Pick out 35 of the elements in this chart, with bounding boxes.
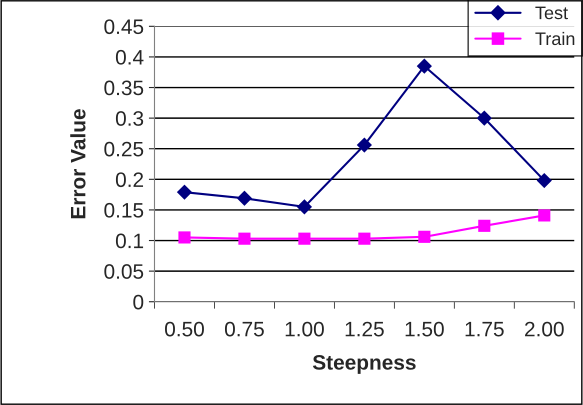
x-tick-label: 0.50 bbox=[165, 322, 204, 336]
point bbox=[298, 232, 310, 245]
x-tick-label: 1.50 bbox=[406, 322, 444, 336]
x-axis-title: Steepness bbox=[312, 355, 416, 374]
point bbox=[538, 209, 550, 222]
y-tick-label: 0.1 bbox=[116, 234, 144, 248]
x-tick-label: 0.75 bbox=[224, 322, 264, 336]
y-tick-label: 0.2 bbox=[116, 172, 144, 188]
point bbox=[356, 138, 372, 152]
y-tick-label: 0 bbox=[133, 294, 144, 310]
point bbox=[238, 232, 251, 245]
y-tick-label: 0.4 bbox=[116, 50, 144, 65]
y-tick-label: 0.45 bbox=[104, 19, 144, 34]
point bbox=[297, 199, 312, 214]
point bbox=[536, 173, 552, 188]
x-tick-label: 1.00 bbox=[286, 322, 324, 336]
point bbox=[478, 220, 490, 232]
x-tick-label: 1.75 bbox=[466, 322, 504, 336]
y-axis-title: Error Value bbox=[70, 109, 86, 218]
y-tick-label: 0.3 bbox=[116, 111, 144, 126]
y-tick-label: 0.15 bbox=[104, 202, 144, 218]
legend-label: Test bbox=[535, 6, 568, 20]
point bbox=[358, 232, 370, 245]
y-tick-label: 0.05 bbox=[104, 264, 144, 279]
y-tick-label: 0.25 bbox=[104, 142, 144, 156]
point bbox=[177, 184, 192, 200]
legend-label: Train bbox=[535, 32, 574, 46]
point bbox=[416, 58, 432, 74]
x-tick-label: 2.00 bbox=[525, 322, 564, 336]
y-tick-label: 0.35 bbox=[104, 80, 144, 96]
point bbox=[418, 230, 430, 243]
point bbox=[178, 231, 191, 244]
point bbox=[237, 190, 252, 206]
x-tick-label: 1.25 bbox=[346, 322, 384, 336]
point bbox=[476, 110, 492, 126]
